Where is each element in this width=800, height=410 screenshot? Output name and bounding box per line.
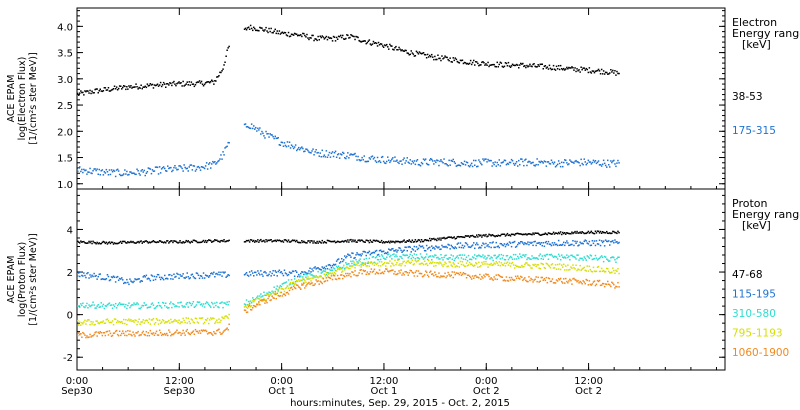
x-tick-label-time: 12:00 (574, 376, 603, 387)
legend-entry-175-315: 175-315 (732, 125, 776, 137)
x-tick-label-date: Sep30 (164, 386, 196, 397)
x-tick-label-date: Oct 2 (575, 386, 602, 397)
y-tick-label: 4 (67, 225, 73, 236)
legend-entry-1060-1900: 1060-1900 (732, 347, 789, 359)
legend-entry-310-580: 310-580 (732, 308, 776, 320)
plot-frame-proton (76, 188, 726, 371)
legend-title: Energy ranges (732, 27, 800, 40)
series-47-68 (77, 230, 620, 245)
series-38-53 (77, 24, 620, 96)
y-tick-label: 2.5 (57, 101, 73, 112)
y-tick-label: 1.5 (57, 154, 73, 165)
y-axis-label: ACE EPAM (6, 256, 17, 304)
x-tick-label-time: 12:00 (165, 376, 194, 387)
y-axis-label: log(Electron Flux) (17, 57, 28, 141)
y-tick-label: 4.0 (57, 22, 73, 33)
x-tick-label-date: Sep30 (61, 386, 93, 397)
y-axis-label: ACE EPAM (6, 75, 17, 123)
legend-entry-795-1193: 795-1193 (732, 328, 783, 340)
series-1060-1900 (77, 268, 620, 339)
y-tick-label: 0 (67, 311, 73, 322)
series-175-315 (77, 123, 620, 178)
x-tick-label-time: 0:00 (475, 376, 497, 387)
legend-title: Electron (732, 16, 777, 29)
legend-entry-47-68: 47-68 (732, 269, 763, 281)
x-tick-label-time: 0:00 (270, 376, 292, 387)
x-axis-label: hours:minutes, Sep. 29, 2015 - Oct. 2, 2… (290, 398, 510, 409)
x-tick-label-date: Oct 1 (371, 386, 398, 397)
series-310-580 (77, 253, 620, 310)
y-axis-label: log(Proton Flux) (17, 242, 28, 317)
y-tick-label: 2 (67, 268, 73, 279)
legend-entry-38-53: 38-53 (732, 91, 763, 103)
y-tick-label: 2.0 (57, 127, 73, 138)
legend-title: Energy ranges (732, 208, 800, 221)
series-115-195 (77, 239, 620, 286)
y-tick-label: 1.0 (57, 180, 73, 191)
series-795-1193 (77, 259, 620, 326)
x-tick-label-time: 12:00 (370, 376, 399, 387)
legend-title: [keV] (742, 38, 771, 51)
x-tick-label-date: Oct 1 (268, 386, 295, 397)
x-tick-label-time: 0:00 (66, 376, 88, 387)
y-tick-label: -2 (63, 353, 73, 364)
legend-entry-115-195: 115-195 (732, 289, 776, 301)
legend-title: Proton (732, 197, 767, 210)
y-axis-label: [1/(cm²s ster MeV)] (28, 233, 39, 325)
x-tick-label-date: Oct 2 (473, 386, 500, 397)
y-axis-label: [1/(cm²s ster MeV)] (28, 52, 39, 144)
legend-title: [keV] (742, 219, 771, 232)
y-tick-label: 3.0 (57, 75, 73, 86)
y-tick-label: 3.5 (57, 49, 73, 60)
